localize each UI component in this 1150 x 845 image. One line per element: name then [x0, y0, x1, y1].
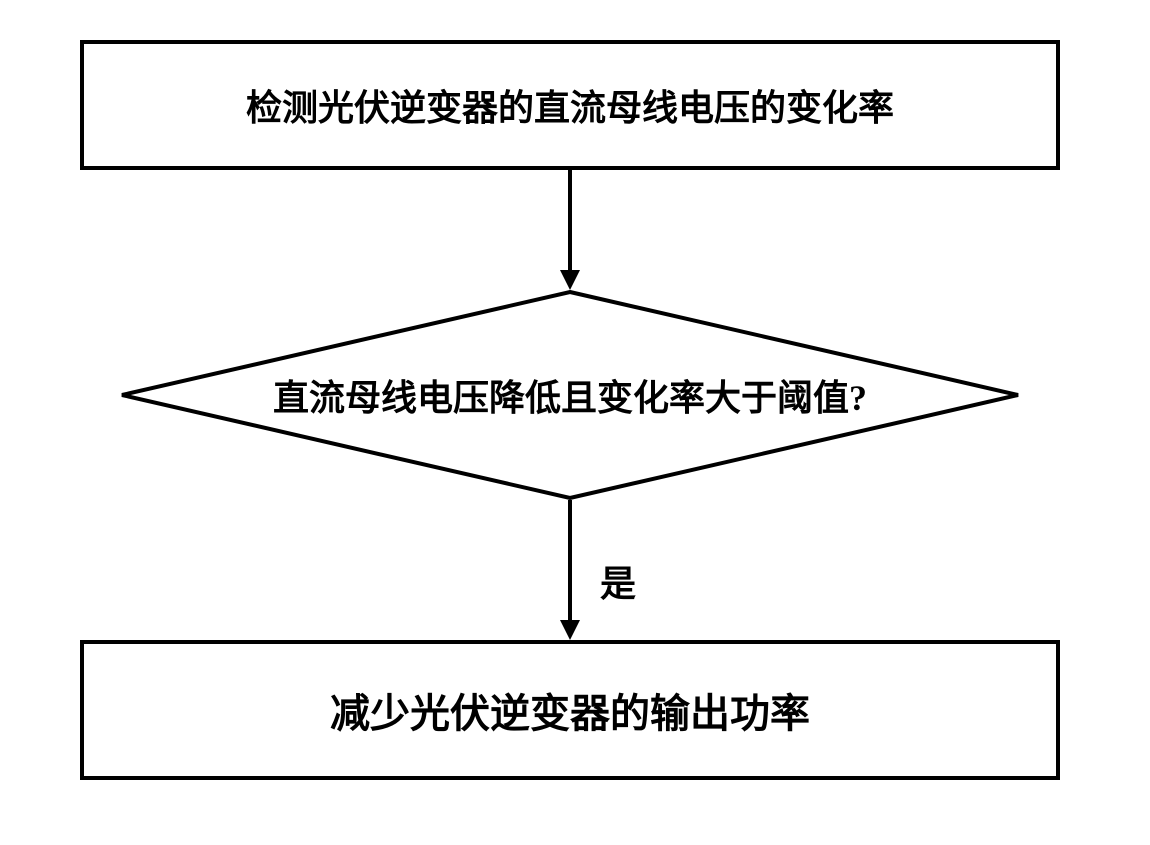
process-box-reduce: 减少光伏逆变器的输出功率 [80, 640, 1060, 780]
decision-diamond-text: 直流母线电压降低且变化率大于阈值? [273, 369, 867, 421]
process-box-reduce-text: 减少光伏逆变器的输出功率 [330, 681, 810, 739]
process-box-detect: 检测光伏逆变器的直流母线电压的变化率 [80, 40, 1060, 170]
decision-diamond: 直流母线电压降低且变化率大于阈值? [120, 290, 1020, 500]
edge-label-yes: 是 [600, 555, 636, 607]
edge-label-yes-text: 是 [600, 564, 636, 604]
arrow-1 [550, 170, 590, 295]
process-box-detect-text: 检测光伏逆变器的直流母线电压的变化率 [246, 79, 894, 131]
flowchart-container: 检测光伏逆变器的直流母线电压的变化率 直流母线电压降低且变化率大于阈值? 是 减… [0, 0, 1150, 845]
arrow-2 [550, 500, 590, 645]
